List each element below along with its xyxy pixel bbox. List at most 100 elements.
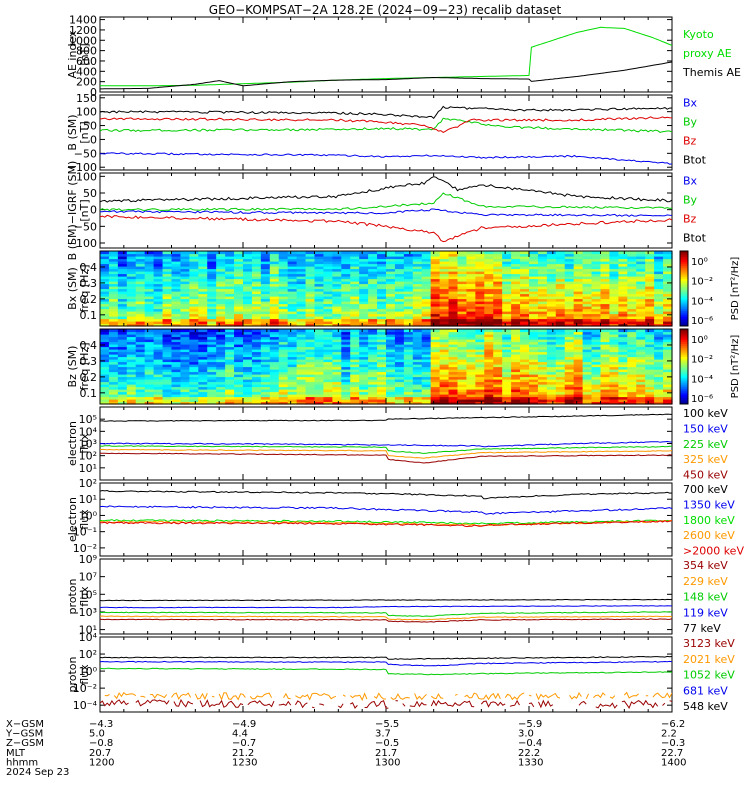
spectrogram-cell [394, 396, 405, 400]
spectrogram-cell [126, 318, 137, 322]
spectrogram-cell [278, 266, 289, 270]
spectrogram-cell [171, 298, 182, 302]
spectrogram-cell [296, 376, 307, 380]
spectrogram-cell [394, 293, 405, 297]
spectrogram-cell [207, 361, 217, 365]
spectrogram-cell [251, 336, 262, 340]
spectrogram-cell [618, 354, 628, 358]
spectrogram-cell [529, 278, 539, 282]
spectrogram-cell [439, 318, 450, 322]
spectrogram-cell [663, 381, 673, 385]
spectrogram-cell [511, 361, 521, 365]
spectrogram-cell [502, 366, 512, 370]
spectrogram-cell [573, 399, 584, 403]
spectrogram-cell [171, 399, 182, 403]
spectrogram-cell [484, 316, 494, 320]
spectrogram-cell [555, 396, 566, 400]
spectrogram-cell [609, 268, 619, 272]
spectrogram-cell [305, 376, 316, 380]
spectrogram-cell [386, 344, 396, 348]
spectrogram-cell [609, 399, 619, 403]
spectrogram-cell [564, 359, 575, 363]
spectrogram-cell [502, 318, 512, 322]
spectrogram-cell [368, 376, 378, 380]
spectrogram-cell [511, 311, 521, 315]
y-tick-label: 100 [76, 170, 97, 183]
spectrogram-cell [403, 341, 414, 345]
spectrogram-cell [600, 359, 611, 363]
spectrogram-cell [144, 364, 155, 368]
y-tick-label: 10⁴ [79, 631, 98, 644]
spectrogram-cell [108, 261, 119, 265]
spectrogram-cell [359, 391, 369, 395]
spectrogram-cell [100, 276, 110, 280]
spectrogram-cell [555, 334, 566, 338]
legend-entry: 3123 keV [683, 637, 735, 650]
spectrogram-cell [108, 384, 119, 388]
spectrogram-cell [654, 321, 664, 325]
spectrogram-cell [117, 271, 128, 275]
spectrogram-cell [368, 251, 378, 255]
spectrogram-cell [412, 331, 423, 335]
spectrogram-cell [654, 258, 664, 262]
spectrogram-cell [225, 364, 235, 368]
spectrogram-cell [332, 261, 342, 265]
spectrogram-cell [582, 286, 593, 290]
spectrogram-cell [520, 384, 530, 388]
spectrogram-cell [421, 271, 432, 275]
spectrogram-cell [189, 321, 199, 325]
spectrogram-cell [251, 341, 262, 345]
spectrogram-cell [439, 323, 450, 327]
spectrogram-cell [403, 286, 414, 290]
spectrogram-cell [591, 301, 602, 305]
spectrogram-cell [511, 374, 521, 378]
spectrogram-cell [234, 291, 244, 295]
spectrogram-cell [564, 349, 575, 353]
spectrogram-cell [189, 374, 199, 378]
spectrogram-cell [100, 356, 110, 360]
spectrogram-cell [546, 298, 557, 302]
spectrogram-cell [564, 268, 575, 272]
spectrogram-cell [314, 278, 325, 282]
spectrogram-cell [645, 399, 655, 403]
spectrogram-cell [511, 371, 521, 375]
spectrogram-cell [314, 288, 325, 292]
spectrogram-cell [368, 379, 378, 383]
spectrogram-cell [466, 311, 476, 315]
colorbar-swatch [680, 277, 688, 280]
spectrogram-cell [180, 291, 190, 295]
spectrogram-cell [448, 316, 459, 320]
spectrogram-cell [618, 263, 628, 267]
spectrogram-cell [189, 401, 199, 405]
y-tick-label: −50 [74, 147, 97, 160]
spectrogram-cell [234, 266, 244, 270]
spectrogram-cell [403, 253, 414, 257]
spectrogram-cell [287, 361, 298, 365]
spectrogram-cell [394, 298, 405, 302]
spectrogram-cell [100, 263, 110, 267]
spectrogram-cell [654, 301, 664, 305]
spectrogram-cell [430, 356, 441, 360]
spectrogram-cell [600, 361, 611, 365]
colorbar-swatch [680, 336, 688, 339]
spectrogram-cell [269, 256, 280, 260]
spectrogram-cell [654, 371, 664, 375]
spectrogram-cell [135, 386, 146, 390]
spectrogram-cell [359, 293, 369, 297]
spectrogram-cell [216, 399, 226, 403]
spectrogram-cell [377, 359, 387, 363]
spectrogram-cell [573, 268, 584, 272]
spectrogram-cell [511, 369, 521, 373]
spectrogram-cell [555, 386, 566, 390]
spectrogram-cell [225, 334, 235, 338]
spectrogram-cell [466, 366, 476, 370]
spectrogram-cell [216, 316, 226, 320]
spectrogram-cell [394, 306, 405, 310]
spectrogram-cell [564, 396, 575, 400]
spectrogram-cell [162, 261, 173, 265]
spectrogram-cell [100, 303, 110, 307]
spectrogram-cell [475, 371, 485, 375]
spectrogram-cell [135, 376, 146, 380]
spectrogram-cell [609, 311, 619, 315]
